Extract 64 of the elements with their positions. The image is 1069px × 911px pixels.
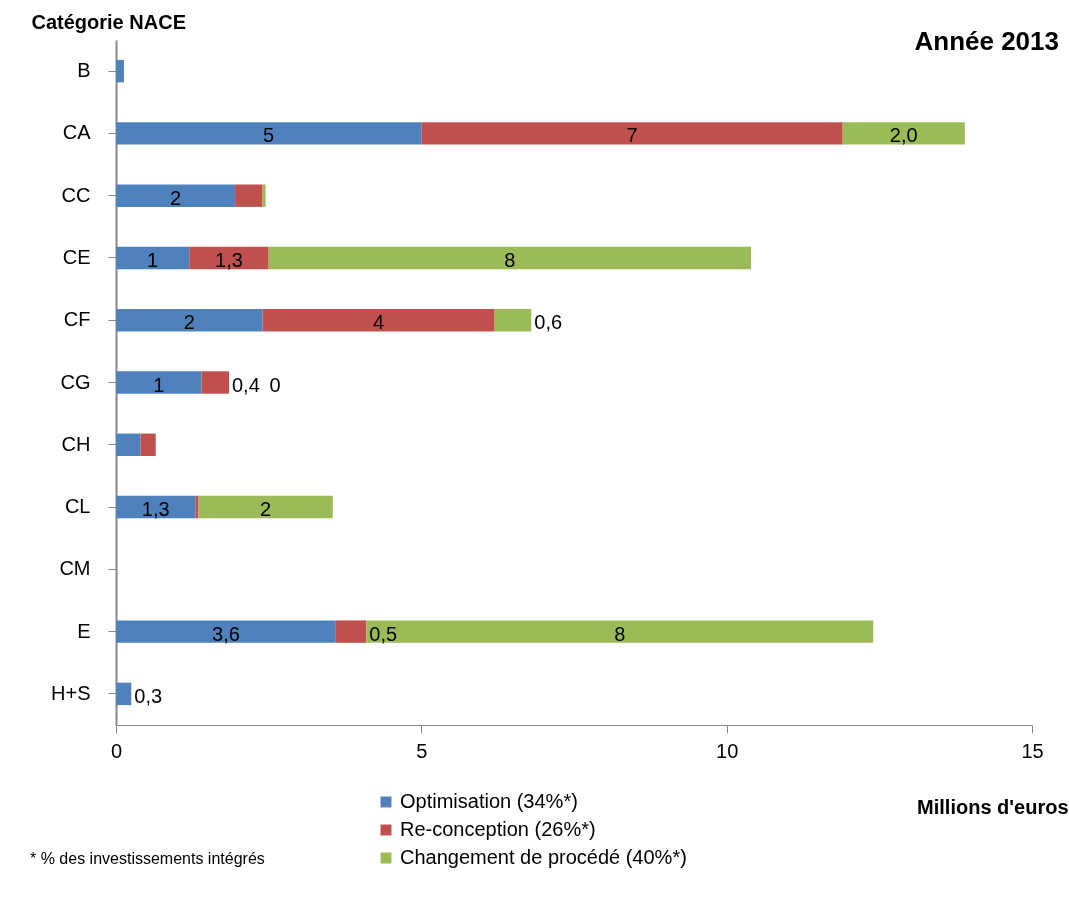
y-tick-label: B xyxy=(77,59,91,82)
bar xyxy=(116,184,236,207)
y-tick-label: CA xyxy=(62,121,92,144)
bar xyxy=(494,309,532,332)
x-axis-title: Millions d'euros xyxy=(917,795,1069,818)
y-tick-label: CM xyxy=(59,557,91,580)
data-label: 0,6 xyxy=(534,311,563,334)
y-tick-label: CH xyxy=(61,432,91,455)
bar xyxy=(195,495,199,519)
y-tick-label: CC xyxy=(61,183,91,206)
data-label: 7 xyxy=(626,124,638,147)
data-label: 0 xyxy=(269,373,281,396)
bar xyxy=(116,246,190,270)
data-label: 8 xyxy=(614,622,626,645)
y-tick-label: CG xyxy=(60,370,91,393)
y-axis-title: Catégorie NACE xyxy=(31,10,186,33)
legend-label: Re-conception (26%*) xyxy=(400,818,596,840)
data-label: 1 xyxy=(153,373,165,396)
data-label: 5 xyxy=(263,124,275,147)
data-label: 2,0 xyxy=(889,124,918,147)
bar xyxy=(262,184,266,207)
data-label: 0,4 xyxy=(231,373,260,396)
x-tick-label: 0 xyxy=(110,739,123,762)
bar xyxy=(116,59,124,83)
bar xyxy=(116,122,422,145)
bar xyxy=(235,184,263,207)
chart-title: Année 2013 xyxy=(914,26,1059,57)
legend-label: Optimisation (34%*) xyxy=(400,790,578,812)
y-tick-label: H+S xyxy=(51,681,91,704)
bar xyxy=(116,682,132,706)
bar xyxy=(140,433,156,456)
legend-label: Changement de procédé (40%*) xyxy=(400,846,687,868)
bar xyxy=(366,620,874,643)
data-label: 1,3 xyxy=(215,248,243,271)
data-label: 4 xyxy=(373,311,385,334)
x-tick-label: 10 xyxy=(716,739,739,762)
bar xyxy=(116,433,141,456)
bar xyxy=(262,309,495,332)
text: * % des investissements intégrés xyxy=(30,850,265,868)
data-label: 8 xyxy=(504,248,516,271)
bar xyxy=(842,122,965,145)
y-tick-label: CE xyxy=(62,245,91,268)
bar xyxy=(116,309,263,332)
data-label: 0,5 xyxy=(369,622,398,645)
bar xyxy=(198,495,333,519)
y-tick-label: E xyxy=(77,619,91,642)
x-tick-label: 5 xyxy=(416,739,428,762)
bar xyxy=(335,620,367,643)
data-label: 0,3 xyxy=(134,684,163,707)
data-label: 2 xyxy=(169,186,182,209)
data-label: 1 xyxy=(147,248,159,271)
bar xyxy=(268,246,752,270)
data-label: 2 xyxy=(183,311,195,334)
y-tick-label: CL xyxy=(64,495,91,518)
data-label: 2 xyxy=(260,498,272,521)
data-label: 3,6 xyxy=(212,622,240,645)
bar xyxy=(116,620,336,643)
bar xyxy=(116,371,202,394)
bar xyxy=(201,371,229,394)
y-tick-label: CF xyxy=(63,308,91,331)
bar xyxy=(189,246,269,270)
data-label: 1,3 xyxy=(141,498,170,521)
bar xyxy=(421,122,843,145)
x-tick-label: 15 xyxy=(1021,739,1044,762)
